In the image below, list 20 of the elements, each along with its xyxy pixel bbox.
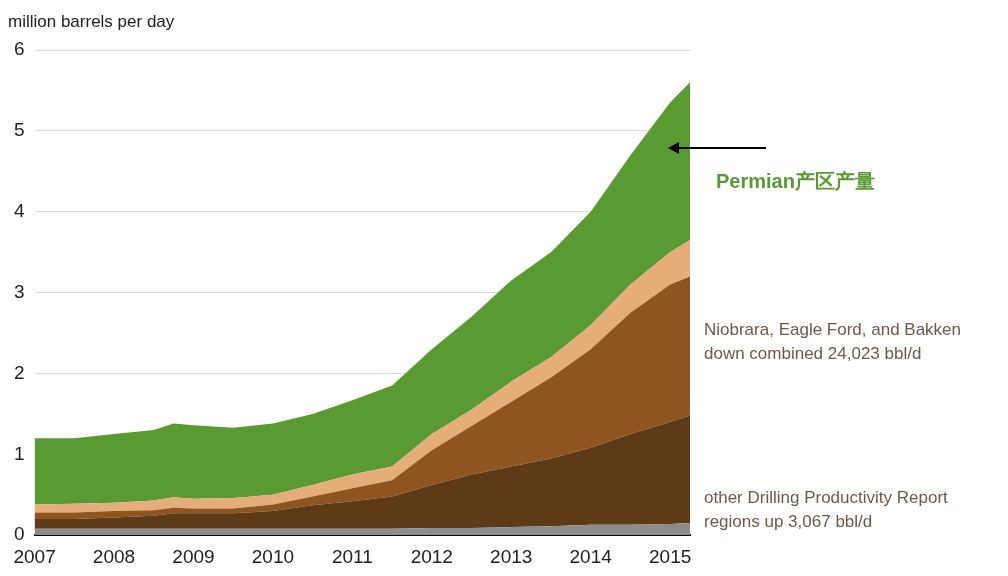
y-tick-label: 0 <box>13 523 25 545</box>
y-tick-label: 2 <box>13 361 25 383</box>
y-axis-title: million barrels per day <box>8 12 175 32</box>
x-tick-label: 2010 <box>251 545 295 567</box>
y-tick-label: 3 <box>13 280 25 302</box>
x-tick-label: 2011 <box>331 545 373 567</box>
x-tick-label: 2015 <box>649 545 692 567</box>
y-tick-label: 1 <box>13 442 25 464</box>
y-tick-label: 5 <box>13 119 25 141</box>
text: other Drilling Productivity Report regions up 3,067 bbl/d <box>704 488 949 532</box>
x-tick-label: 2007 <box>13 545 56 567</box>
y-tick-label: 6 <box>13 38 25 60</box>
text: Niobrara, Eagle Ford, and Bakken down combined 24,023 bbl/d <box>704 320 962 364</box>
y-tick-label: 4 <box>13 199 25 221</box>
x-tick-label: 2009 <box>172 545 215 567</box>
x-tick-label: 2014 <box>569 545 613 567</box>
text: Permian产区产量 <box>716 169 875 192</box>
x-tick-label: 2012 <box>410 545 453 567</box>
x-tick-label: 2013 <box>490 545 533 567</box>
x-tick-label: 2008 <box>92 545 136 567</box>
